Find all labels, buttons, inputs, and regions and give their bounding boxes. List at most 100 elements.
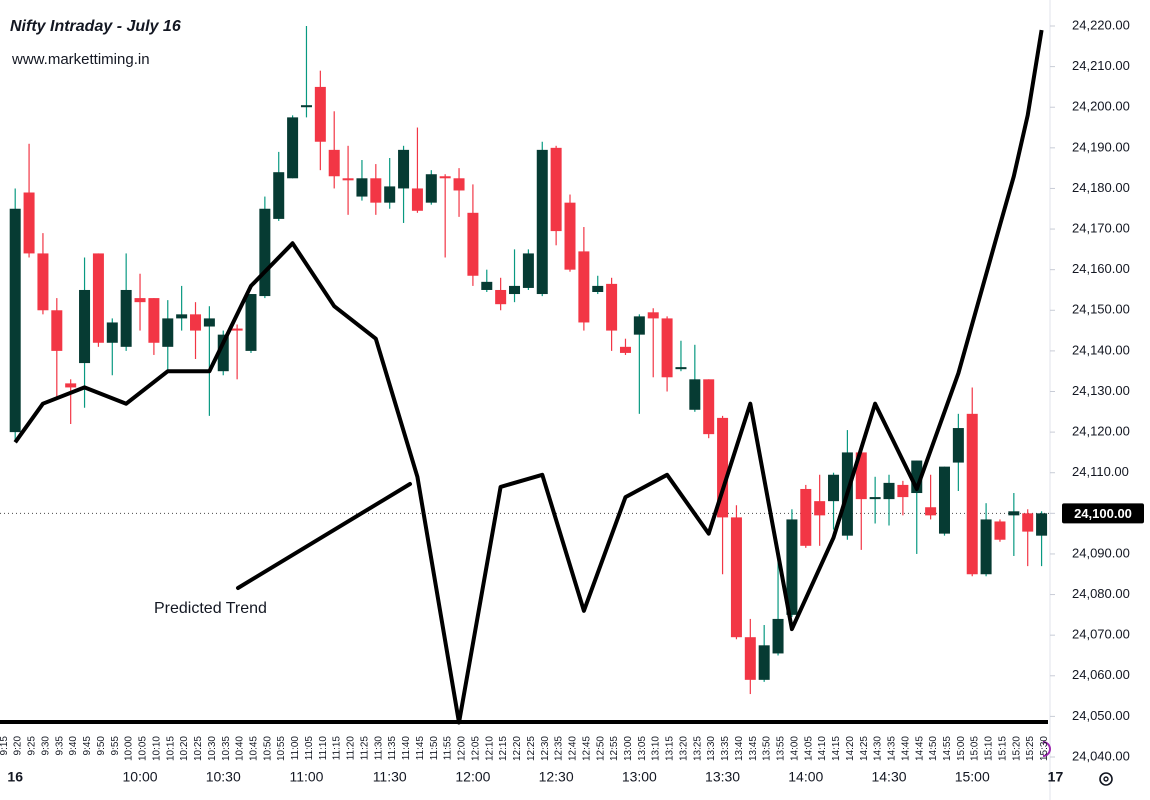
- settings-icon-core[interactable]: [1103, 776, 1109, 782]
- candle-body: [633, 316, 645, 335]
- x-tick-label: 10:45: [249, 736, 260, 761]
- candle-body: [23, 192, 35, 254]
- x-major-label: 13:30: [705, 769, 740, 785]
- x-tick-label: 11:45: [415, 736, 426, 761]
- candle-body: [65, 383, 77, 388]
- x-tick-label: 14:30: [873, 736, 884, 761]
- y-tick-label: 24,180.00: [1072, 180, 1130, 195]
- x-tick-label: 10:05: [138, 736, 149, 761]
- x-tick-label: 12:55: [609, 736, 620, 761]
- candle-body: [744, 637, 756, 680]
- x-tick-label: 14:15: [831, 736, 842, 761]
- x-tick-label: 13:25: [692, 736, 703, 761]
- x-tick-label: 12:45: [581, 736, 592, 761]
- candle-body: [245, 294, 257, 351]
- x-tick-label: 12:30: [540, 736, 551, 761]
- x-tick-label: 9:30: [40, 736, 51, 756]
- candle-body: [522, 253, 534, 288]
- y-tick-label: 24,190.00: [1072, 139, 1130, 154]
- candle-body: [800, 488, 812, 546]
- x-tick-label: 10:20: [179, 736, 190, 761]
- settings-icon[interactable]: [1099, 772, 1113, 786]
- x-tick-label: 13:45: [748, 736, 759, 761]
- candle-body: [162, 318, 174, 347]
- trend-line: [13, 29, 1044, 725]
- x-major-label: 10:30: [206, 769, 241, 785]
- x-tick-label: 12:35: [554, 736, 565, 761]
- y-tick-label: 24,170.00: [1072, 220, 1130, 235]
- annotation-pointer: [236, 482, 412, 590]
- chart-title: Nifty Intraday - July 16: [10, 18, 181, 35]
- x-tick-label: 11:10: [318, 736, 329, 761]
- x-tick-label: 9:35: [54, 736, 65, 756]
- candle-body: [190, 314, 202, 331]
- x-tick-label: 11:50: [429, 736, 440, 761]
- candle-body: [994, 521, 1006, 540]
- candle-body: [37, 253, 49, 311]
- x-tick-label: 12:25: [526, 736, 537, 761]
- candle-body: [592, 285, 604, 293]
- candle-body: [328, 149, 340, 177]
- settings-icon-ring[interactable]: [1099, 772, 1113, 786]
- x-major-label: 17: [1048, 769, 1064, 785]
- candle-body: [952, 428, 964, 463]
- candle-body: [106, 322, 118, 343]
- x-tick-label: 11:35: [387, 736, 398, 761]
- scroll-icon[interactable]: [1042, 741, 1051, 757]
- x-tick-label: 13:00: [623, 736, 634, 761]
- candle-body: [92, 253, 104, 343]
- x-tick-label: 14:55: [942, 736, 953, 761]
- x-tick-label: 12:10: [484, 736, 495, 761]
- y-tick-label: 24,120.00: [1072, 424, 1130, 439]
- y-tick-label: 24,140.00: [1072, 342, 1130, 357]
- x-tick-label: 13:50: [762, 736, 773, 761]
- candle-body: [1036, 513, 1048, 536]
- candle-body: [120, 289, 132, 347]
- candle-body: [384, 186, 396, 203]
- x-tick-label: 13:10: [651, 736, 662, 761]
- y-tick-label: 24,210.00: [1072, 58, 1130, 73]
- candle-body: [495, 289, 507, 305]
- x-tick-label: 12:15: [498, 736, 509, 761]
- x-tick-label: 14:25: [859, 736, 870, 761]
- x-tick-label: 12:05: [470, 736, 481, 761]
- x-tick-label: 12:20: [512, 736, 523, 761]
- candle-body: [453, 178, 465, 191]
- x-tick-label: 9:40: [68, 736, 79, 756]
- x-tick-label: 11:40: [401, 736, 412, 761]
- x-major-label: 14:00: [788, 769, 823, 785]
- x-tick-label: 10:50: [262, 736, 273, 761]
- candle-body: [273, 172, 285, 219]
- candle-body: [938, 466, 950, 534]
- x-tick-label: 15:20: [1011, 736, 1022, 761]
- candle-body: [1008, 511, 1020, 516]
- candle-body: [287, 117, 299, 179]
- x-tick-label: 13:55: [776, 736, 787, 761]
- x-major-label: 11:30: [373, 769, 407, 785]
- annotation: Predicted Trend: [154, 600, 267, 617]
- candle-body: [883, 482, 895, 500]
- candle-body: [980, 519, 992, 575]
- x-tick-label: 15:05: [970, 736, 981, 761]
- candle-body: [550, 147, 562, 232]
- x-major-label: 15:00: [955, 769, 990, 785]
- x-tick-label: 10:35: [221, 736, 232, 761]
- y-tick-label: 24,200.00: [1072, 99, 1130, 114]
- candle-body: [966, 413, 978, 575]
- candle-body: [855, 452, 867, 500]
- x-tick-label: 14:35: [887, 736, 898, 761]
- candle-body: [703, 379, 715, 435]
- y-tick-label: 24,080.00: [1072, 586, 1130, 601]
- plot-area: [0, 26, 1050, 725]
- candle-body: [425, 174, 437, 203]
- x-tick-label: 13:20: [678, 736, 689, 761]
- candle-body: [758, 645, 770, 680]
- x-major-label: 13:00: [622, 769, 657, 785]
- candle-body: [661, 318, 673, 378]
- x-tick-label: 13:40: [734, 736, 745, 761]
- candle-body: [564, 202, 576, 270]
- chart-subtitle: www.markettiming.in: [11, 51, 150, 68]
- x-tick-label: 13:30: [706, 736, 717, 761]
- candle-body: [481, 281, 493, 290]
